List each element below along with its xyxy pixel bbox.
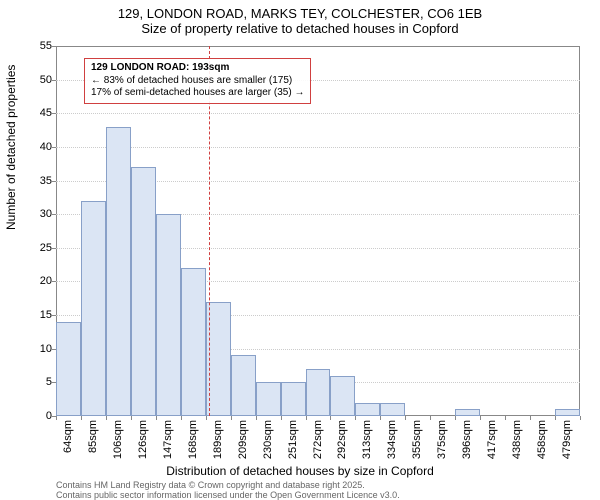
x-tick-label: 126sqm <box>137 420 149 460</box>
x-tick-mark <box>56 416 57 420</box>
x-tick-mark <box>555 416 556 420</box>
y-tick-mark <box>52 147 56 148</box>
x-tick-label: 209sqm <box>237 420 249 460</box>
y-tick-mark <box>52 315 56 316</box>
bar <box>306 369 331 416</box>
x-tick-mark <box>580 416 581 420</box>
x-tick-label: 417sqm <box>486 420 498 460</box>
x-tick-label: 375sqm <box>436 420 448 460</box>
x-tick-mark <box>231 416 232 420</box>
bar <box>256 382 281 416</box>
x-tick-label: 292sqm <box>336 420 348 460</box>
x-tick-label: 189sqm <box>212 420 224 460</box>
y-tick-mark <box>52 46 56 47</box>
x-tick-label: 438sqm <box>511 420 523 460</box>
y-tick-mark <box>52 281 56 282</box>
x-tick-mark <box>380 416 381 420</box>
x-tick-label: 147sqm <box>162 420 174 460</box>
x-tick-mark <box>206 416 207 420</box>
bar <box>56 322 81 416</box>
y-tick-mark <box>52 248 56 249</box>
gridline <box>56 113 580 114</box>
x-tick-mark <box>106 416 107 420</box>
bar <box>555 409 580 416</box>
y-tick-mark <box>52 113 56 114</box>
x-tick-label: 64sqm <box>62 420 74 460</box>
bar <box>181 268 206 416</box>
x-tick-label: 355sqm <box>411 420 423 460</box>
x-tick-mark <box>455 416 456 420</box>
x-tick-label: 230sqm <box>262 420 274 460</box>
x-tick-label: 85sqm <box>87 420 99 460</box>
y-tick-label: 50 <box>40 74 52 86</box>
bar <box>281 382 306 416</box>
callout-box: 129 LONDON ROAD: 193sqm ← 83% of detache… <box>84 58 311 104</box>
x-tick-label: 272sqm <box>312 420 324 460</box>
bar <box>380 403 405 416</box>
y-tick-label: 25 <box>40 242 52 254</box>
x-tick-mark <box>355 416 356 420</box>
y-tick-label: 45 <box>40 107 52 119</box>
x-tick-label: 168sqm <box>187 420 199 460</box>
x-tick-mark <box>256 416 257 420</box>
x-axis-label: Distribution of detached houses by size … <box>0 464 600 478</box>
y-tick-label: 35 <box>40 175 52 187</box>
x-tick-mark <box>530 416 531 420</box>
callout-line2: ← 83% of detached houses are smaller (17… <box>91 75 304 88</box>
x-tick-mark <box>81 416 82 420</box>
title-line-2: Size of property relative to detached ho… <box>0 21 600 36</box>
x-tick-label: 334sqm <box>386 420 398 460</box>
bar <box>455 409 480 416</box>
callout-line3: 17% of semi-detached houses are larger (… <box>91 87 304 100</box>
y-tick-mark <box>52 80 56 81</box>
x-tick-mark <box>330 416 331 420</box>
footer-line-2: Contains public sector information licen… <box>56 490 400 500</box>
y-tick-mark <box>52 181 56 182</box>
bar <box>81 201 106 416</box>
x-tick-label: 458sqm <box>536 420 548 460</box>
x-tick-mark <box>281 416 282 420</box>
y-axis-label: Number of detached properties <box>4 65 18 230</box>
y-tick-mark <box>52 214 56 215</box>
bar <box>330 376 355 416</box>
y-tick-label: 15 <box>40 309 52 321</box>
chart-container: 129, LONDON ROAD, MARKS TEY, COLCHESTER,… <box>0 0 600 500</box>
bar <box>156 214 181 416</box>
x-tick-mark <box>505 416 506 420</box>
x-tick-mark <box>181 416 182 420</box>
y-tick-label: 40 <box>40 141 52 153</box>
x-tick-label: 396sqm <box>461 420 473 460</box>
x-tick-mark <box>480 416 481 420</box>
y-tick-label: 10 <box>40 343 52 355</box>
footer-line-1: Contains HM Land Registry data © Crown c… <box>56 480 365 490</box>
bar <box>355 403 380 416</box>
y-tick-mark <box>52 382 56 383</box>
x-tick-mark <box>405 416 406 420</box>
bar <box>106 127 131 416</box>
y-tick-mark <box>52 349 56 350</box>
x-tick-mark <box>131 416 132 420</box>
x-tick-label: 106sqm <box>112 420 124 460</box>
y-tick-label: 20 <box>40 275 52 287</box>
bar <box>131 167 156 416</box>
x-tick-mark <box>156 416 157 420</box>
x-tick-label: 313sqm <box>361 420 373 460</box>
x-tick-mark <box>306 416 307 420</box>
x-tick-label: 251sqm <box>287 420 299 460</box>
callout-title: 129 LONDON ROAD: 193sqm <box>91 62 304 75</box>
y-tick-label: 30 <box>40 208 52 220</box>
gridline <box>56 147 580 148</box>
x-tick-label: 479sqm <box>561 420 573 460</box>
bar <box>231 355 256 416</box>
title-line-1: 129, LONDON ROAD, MARKS TEY, COLCHESTER,… <box>0 0 600 21</box>
y-tick-label: 55 <box>40 40 52 52</box>
x-tick-mark <box>430 416 431 420</box>
